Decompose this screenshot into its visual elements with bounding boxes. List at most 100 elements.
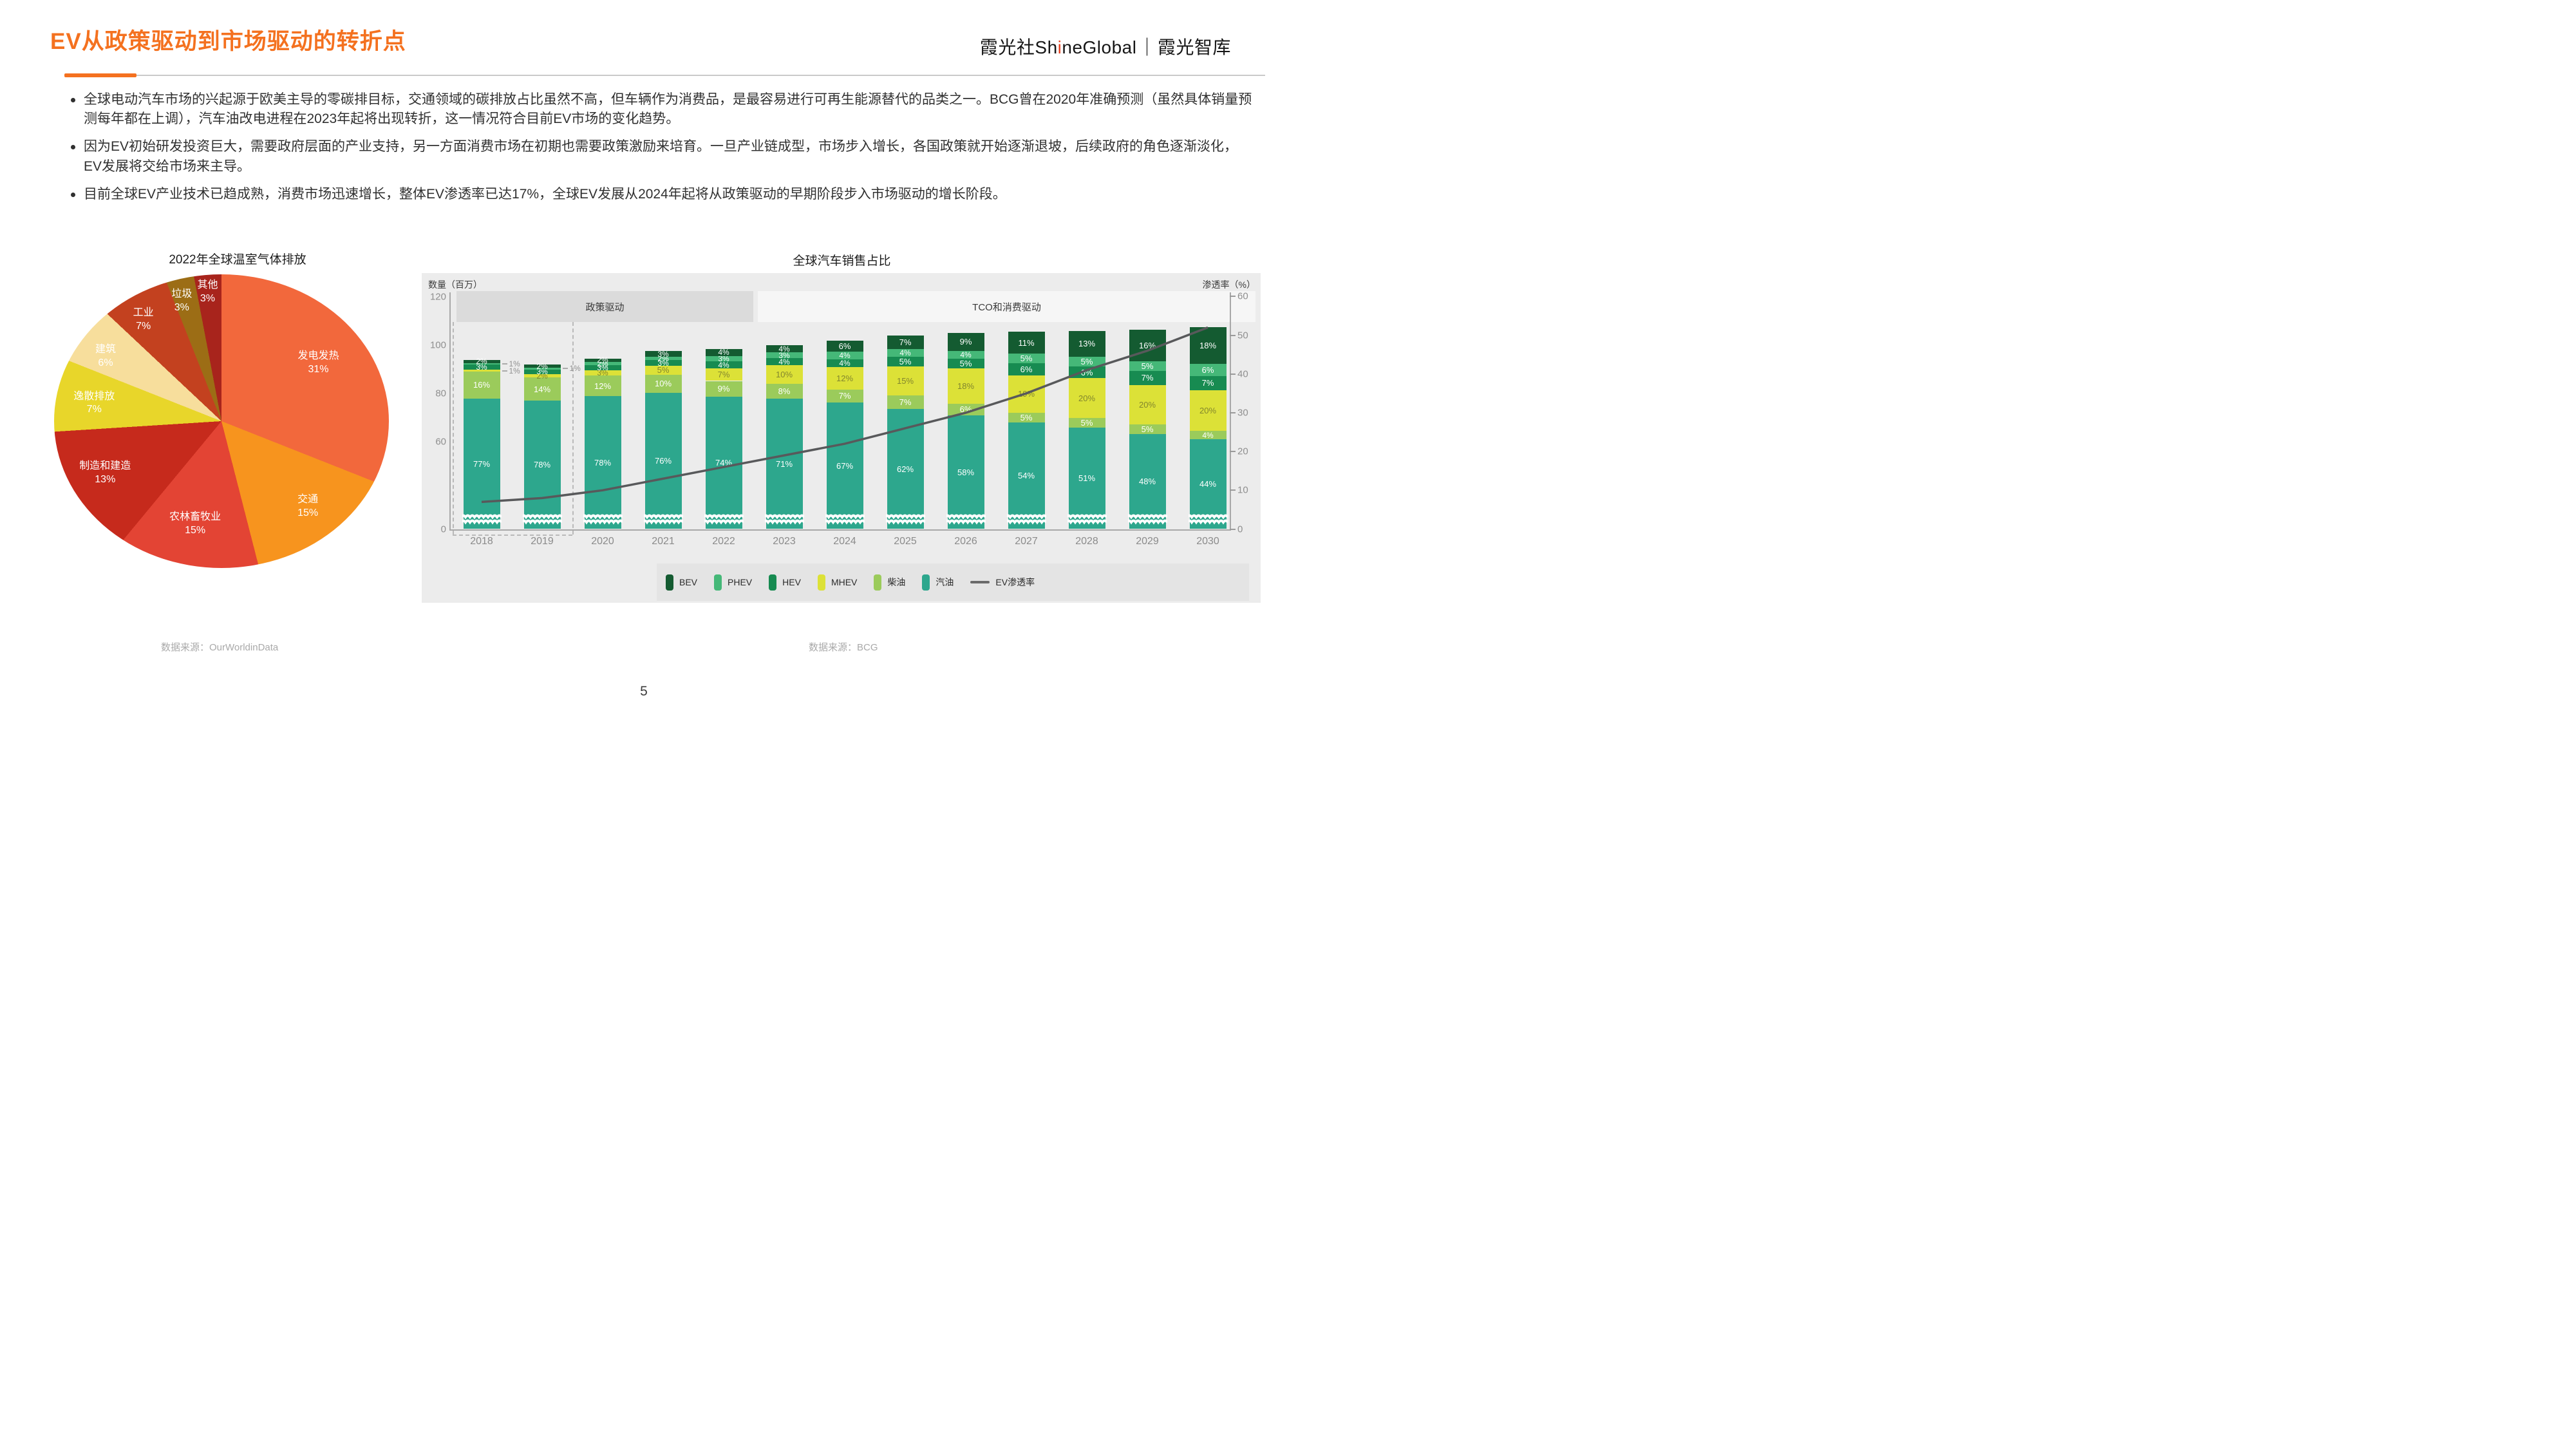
right-axis-tick-mark xyxy=(1230,451,1236,453)
right-axis-tick-mark xyxy=(1230,489,1236,491)
legend-label: 柴油 xyxy=(887,577,906,587)
bar-segment-柴油: 6% xyxy=(947,403,984,416)
dashed-guide-left xyxy=(453,322,454,535)
bar-segment-label: 18% xyxy=(1199,340,1217,350)
bar-segment-label: 5% xyxy=(1080,356,1093,366)
bar-segment-HEV: 7% xyxy=(1189,375,1227,391)
pie-slice-label: 逸散排放 7% xyxy=(73,390,115,415)
bar-segment-MHEV: 20% xyxy=(1129,384,1166,424)
bar-chart-title: 全球汽车销售占比 xyxy=(793,254,891,268)
bar-segment-label: 7% xyxy=(899,397,912,408)
bar-segment-BEV: 2% xyxy=(523,363,561,370)
bar-segment-label: 4% xyxy=(839,358,851,368)
bar-segment-BEV: 2% xyxy=(584,355,621,365)
bar-segment-HEV: 5% xyxy=(887,357,924,367)
bar-segment-label: 44% xyxy=(1199,479,1217,489)
bar-segment-label: 78% xyxy=(533,460,551,470)
bar-segment-label: 16% xyxy=(473,380,491,390)
legend-item-柴油: 柴油 xyxy=(874,574,905,591)
year-label-2023: 2023 xyxy=(773,536,796,547)
legend-label: MHEV xyxy=(831,577,858,587)
bar-segment-柴油: 9% xyxy=(705,381,742,397)
bar-segment-PHEV: 5% xyxy=(1008,354,1045,364)
bar-column-2022: 74% 9% 7% 4% 3% 4% xyxy=(705,348,742,529)
right-axis-tick: 30 xyxy=(1237,407,1248,419)
pie-slice-label: 交通 15% xyxy=(297,494,319,519)
bar-segment-label: 5% xyxy=(899,357,912,367)
bar-segment-label: 6% xyxy=(1201,365,1214,375)
pie-slice-label: 农林畜牧业 15% xyxy=(169,511,221,536)
pie-slice-label: 其他 3% xyxy=(197,279,218,305)
bar-segment-label: 4% xyxy=(778,344,790,354)
bar-segment-PHEV: 5% xyxy=(1129,361,1166,372)
bar-segment-PHEV: 4% xyxy=(887,349,924,357)
legend-item-HEV: HEV xyxy=(769,574,801,591)
bar-segment-BEV: 3% xyxy=(644,350,682,358)
bar-segment-label: 14% xyxy=(533,384,551,394)
legend-item-BEV: BEV xyxy=(666,574,697,591)
bar-segment-label: 11% xyxy=(1018,337,1035,348)
bar-segment-label: 58% xyxy=(957,467,975,477)
left-axis-tick: 60 xyxy=(435,436,446,448)
bar-segment-label: 4% xyxy=(899,348,911,358)
slide: EV从政策驱动到市场驱动的转折点 霞光社ShineGlobal｜霞光智库 全球电… xyxy=(0,0,1288,724)
bar-segment-汽油: 77% xyxy=(463,398,500,529)
bar-segment-汽油: 71% xyxy=(766,398,803,529)
bar-segment-柴油: 5% xyxy=(1068,418,1105,428)
year-label-2028: 2028 xyxy=(1075,536,1098,547)
legend-label: PHEV xyxy=(728,577,753,587)
right-axis-title: 渗透率（%） xyxy=(1202,279,1255,290)
right-axis-tick-mark xyxy=(1230,296,1236,298)
bar-segment-label: 10% xyxy=(775,370,793,380)
bar-segment-柴油: 12% xyxy=(584,375,621,396)
bar-segment-label: 15% xyxy=(896,376,914,386)
year-label-2020: 2020 xyxy=(591,536,614,547)
bar-segment-label: 4% xyxy=(960,350,972,359)
dashed-guide-2019-2020 xyxy=(572,322,574,535)
right-axis-line xyxy=(1230,292,1231,531)
pie-slice-label: 制造和建造 13% xyxy=(79,460,131,485)
legend-swatch xyxy=(922,574,930,591)
bar-segment-汽油: 48% xyxy=(1129,434,1166,529)
bar-segment-label: 19% xyxy=(1017,389,1035,399)
bar-chart-panel: 数量（百万） 渗透率（%） 政策驱动 TCO和消费驱动 120 100 80 60 0 6… xyxy=(422,273,1261,603)
legend-item-PHEV: PHEV xyxy=(714,574,752,591)
bar-segment-label: 6% xyxy=(1080,367,1093,377)
bar-segment-label: 74% xyxy=(715,458,733,468)
bar-segment-label: 2% xyxy=(597,355,608,365)
bar-segment-MHEV: 18% xyxy=(947,368,984,404)
year-label-2024: 2024 xyxy=(833,536,856,547)
year-label-2021: 2021 xyxy=(652,536,675,547)
bullet-item-2: 因为EV初始研发投资巨大，需要政府层面的产业支持，另一方面消费市场在初期也需要政… xyxy=(67,137,1255,176)
pie-slice-label: 发电发热 31% xyxy=(297,350,339,375)
legend-label: HEV xyxy=(782,577,801,587)
bar-segment-HEV: 5% xyxy=(947,358,984,368)
right-axis-tick: 40 xyxy=(1237,368,1248,380)
right-axis-tick-mark xyxy=(1230,528,1236,530)
year-label-2025: 2025 xyxy=(894,536,917,547)
left-axis-line xyxy=(449,292,451,531)
bar-segment-BEV: 6% xyxy=(826,340,863,352)
outside-label-text: 1% xyxy=(509,366,520,375)
bar-segment-label: 5% xyxy=(1141,361,1154,371)
bar-segment-BEV: 13% xyxy=(1068,330,1105,357)
bar-segment-label: 16% xyxy=(1138,340,1156,350)
logo-cjk: 霞光社 xyxy=(979,37,1035,57)
bar-segment-HEV: 4% xyxy=(826,358,863,368)
bar-segment-label: 5% xyxy=(1141,424,1154,435)
bar-column-2019: 78% 14% 2% 3% 2% xyxy=(523,363,561,529)
bar-segment-label: 8% xyxy=(778,386,791,396)
bar-column-2026: 58% 6% 18% 5% 4% 9% xyxy=(947,333,984,529)
bar-segment-汽油: 54% xyxy=(1008,422,1045,529)
bar-column-2023: 71% 8% 10% 4% 3% 4% xyxy=(766,345,803,529)
left-axis-tick: 0 xyxy=(440,524,446,535)
bar-segment-label: 76% xyxy=(654,456,672,466)
x-axis-line xyxy=(449,529,1231,531)
bar-column-2024: 67% 7% 12% 4% 4% 6% xyxy=(826,340,863,529)
bar-segment-PHEV: 5% xyxy=(1068,356,1105,366)
bar-segment-label: 7% xyxy=(1141,373,1154,383)
dashed-guide-bottom xyxy=(453,535,572,536)
year-label-2022: 2022 xyxy=(712,536,735,547)
page-title: EV从政策驱动到市场驱动的转折点 xyxy=(50,29,406,54)
band-policy-driven: 政策驱动 xyxy=(456,291,753,322)
